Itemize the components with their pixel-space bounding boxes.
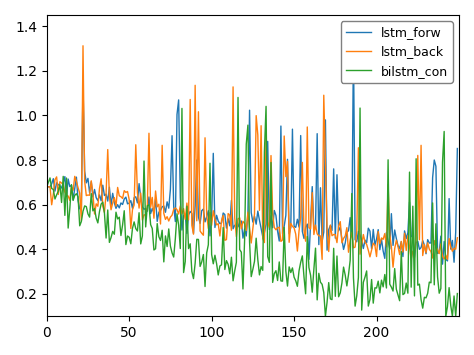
lstm_forw (455, 146, 460, 151)
lstm_forw (328, 223, 333, 228)
bilstm_con (44, 185, 50, 189)
lstm_back (210, 209, 216, 213)
lstm_back (455, 236, 460, 240)
lstm_forw (209, 215, 214, 220)
lstm_forw (351, 43, 356, 47)
lstm_back (113, 204, 119, 208)
lstm_back (80, 44, 86, 48)
lstm_forw (111, 201, 117, 205)
bilstm_con (283, 269, 289, 273)
lstm_back (441, 257, 447, 261)
bilstm_con (455, 291, 460, 296)
Legend: lstm_forw, lstm_back, bilstm_con: lstm_forw, lstm_back, bilstm_con (341, 21, 453, 83)
lstm_back (329, 234, 335, 238)
lstm_forw (441, 239, 447, 244)
bilstm_con (331, 246, 337, 250)
Line: lstm_forw: lstm_forw (47, 45, 457, 264)
lstm_forw (440, 262, 446, 266)
bilstm_con (235, 95, 241, 99)
lstm_back (215, 222, 221, 226)
lstm_forw (44, 185, 50, 189)
Line: bilstm_con: bilstm_con (47, 97, 457, 316)
bilstm_con (214, 261, 219, 266)
lstm_forw (214, 213, 219, 218)
lstm_back (283, 175, 289, 179)
Line: lstm_back: lstm_back (47, 46, 457, 267)
bilstm_con (111, 232, 117, 236)
bilstm_con (441, 129, 447, 133)
lstm_back (390, 265, 396, 269)
bilstm_con (209, 252, 214, 257)
bilstm_con (323, 314, 328, 318)
lstm_back (44, 185, 50, 189)
lstm_forw (282, 224, 287, 228)
